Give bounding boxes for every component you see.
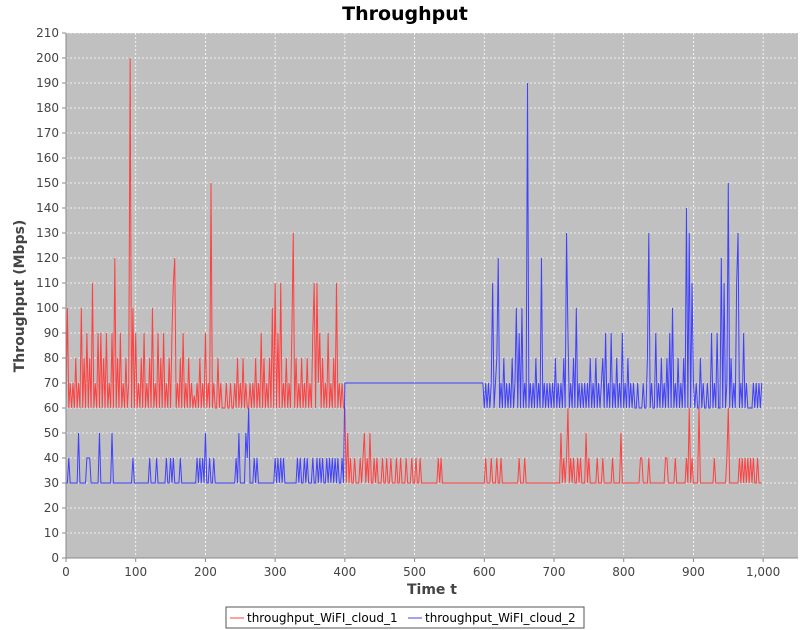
y-axis-ticks: 0 10 20 30 40 50 60 70 80 90 100 110 120 130 140 150 160… [36,26,66,565]
x-axis-ticks: 0 100 200 300 400 500 600 700 800 900 1,000 [62,558,780,579]
x-tick-label: 700 [543,565,566,579]
x-tick-label: 200 [194,565,217,579]
x-tick-label: 0 [62,565,70,579]
y-tick-label: 40 [44,451,59,465]
y-tick-label: 20 [44,501,59,515]
y-tick-label: 150 [36,176,59,190]
y-tick-label: 210 [36,26,59,40]
y-tick-label: 170 [36,126,59,140]
y-tick-label: 190 [36,76,59,90]
y-axis-title: Throughput (Mbps) [12,220,28,373]
data-series [65,57,763,484]
y-tick-label: 200 [36,51,59,65]
y-tick-label: 60 [44,401,59,415]
chart-title: Throughput [342,3,468,25]
x-tick-label: 500 [403,565,426,579]
x-tick-label: 300 [264,565,287,579]
y-tick-label: 120 [36,251,59,265]
series-line-2 [66,82,763,484]
y-tick-label: 30 [44,476,59,490]
legend-label-series-1: throughput_WiFI_cloud_1 [247,611,398,625]
legend-box [225,606,585,629]
x-tick-label: 400 [333,565,356,579]
x-tick-label: 900 [682,565,705,579]
y-tick-label: 140 [36,201,59,215]
y-tick-label: 10 [44,526,59,540]
y-tick-label: 130 [36,226,59,240]
y-tick-label: 180 [36,101,59,115]
x-tick-label: 800 [612,565,635,579]
y-tick-label: 90 [44,326,59,340]
x-tick-label: 600 [473,565,496,579]
legend: throughput_WiFI_cloud_1 throughput_WiFI_… [225,606,585,629]
series-line-1 [65,57,762,484]
y-tick-label: 110 [36,276,59,290]
y-tick-label: 100 [36,301,59,315]
y-tick-label: 70 [44,376,59,390]
y-tick-label: 80 [44,351,59,365]
x-tick-label: 1,000 [746,565,780,579]
legend-label-series-2: throughput_WiFI_cloud_2 [425,611,576,625]
y-tick-label: 50 [44,426,59,440]
x-axis-title: Time t [407,582,457,598]
y-tick-label: 0 [51,551,59,565]
y-tick-label: 160 [36,151,59,165]
x-tick-label: 100 [124,565,147,579]
